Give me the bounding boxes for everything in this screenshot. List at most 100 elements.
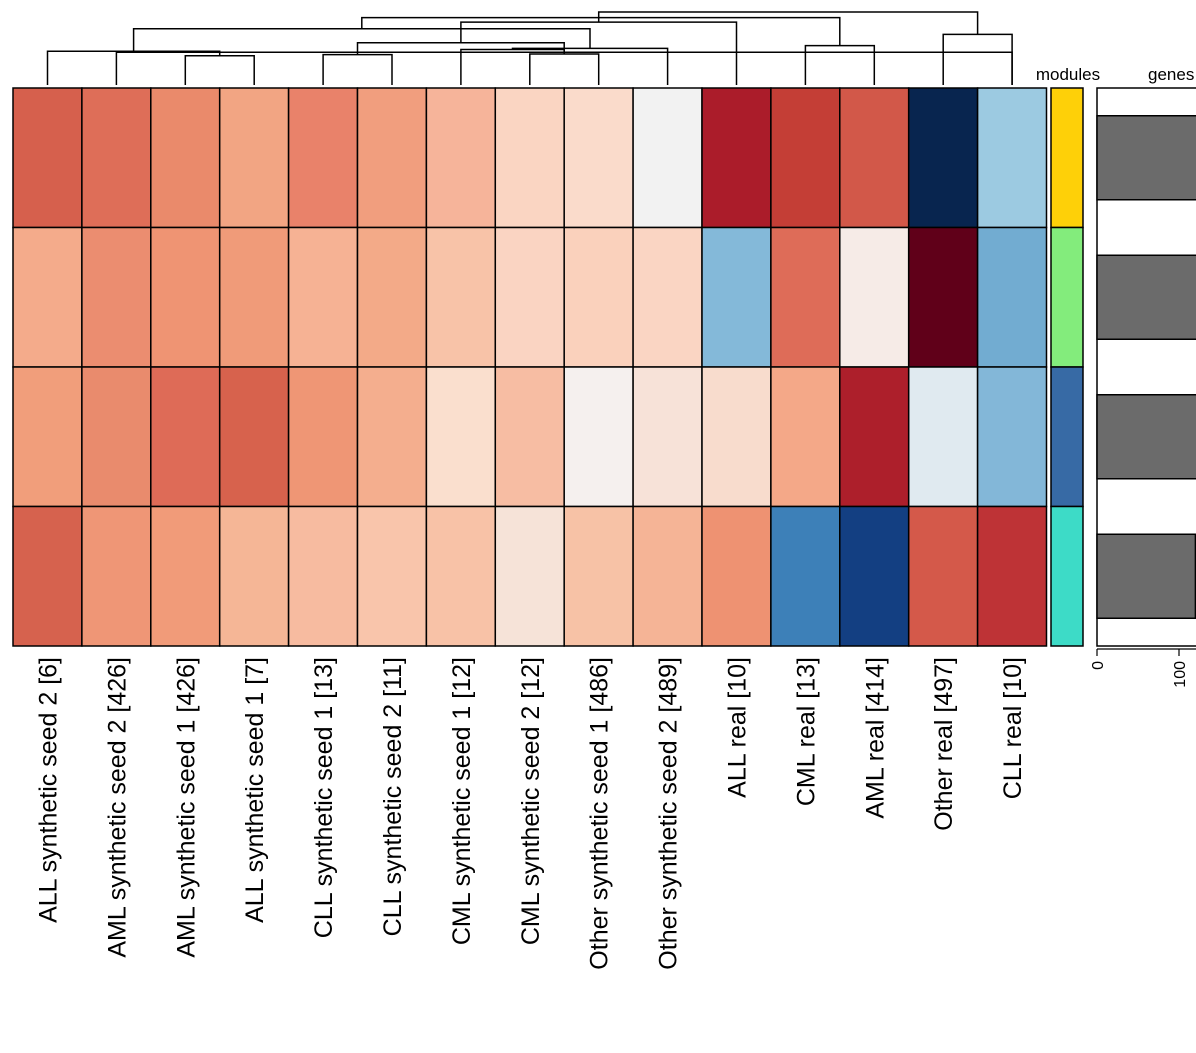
column-label: Other synthetic seed 1 [486] (586, 657, 614, 970)
heatmap-cell (425, 366, 497, 508)
heatmap-cell (770, 366, 841, 508)
heatmap-cell (356, 87, 428, 229)
heatmap-cell (632, 226, 703, 368)
dendrogram-branch (361, 16, 841, 46)
heatmap-cell (563, 366, 634, 508)
dendrogram-branch (942, 33, 1013, 85)
column-label: Other synthetic seed 2 [489] (655, 657, 683, 970)
heatmap-cell (12, 87, 83, 229)
heatmap-cell (287, 87, 359, 229)
genes-bar (1096, 115, 1196, 201)
heatmap-cell (425, 226, 497, 368)
module-color-cell (1050, 226, 1084, 368)
heatmap-cell (494, 87, 565, 229)
heatmap-cell (494, 505, 565, 647)
genes-bar (1096, 533, 1196, 619)
heatmap-cell (839, 226, 910, 368)
modules-title: modules (1036, 65, 1100, 84)
column-label: CML synthetic seed 2 [12] (517, 657, 545, 945)
column-label: ALL real [10] (724, 657, 752, 798)
module-color-cell (1050, 87, 1084, 229)
heatmap-cell (701, 87, 772, 229)
heatmap-cell (563, 505, 634, 647)
heatmap-cell (701, 226, 772, 368)
genes-title: genes (1148, 65, 1194, 84)
heatmap-cell (563, 87, 634, 229)
genes-panel-border (1096, 87, 1196, 647)
heatmap-cell (770, 505, 841, 647)
heatmap-cell (12, 366, 83, 508)
heatmap-cell (81, 226, 152, 368)
dendrogram-branch (460, 48, 565, 85)
heatmap-cell (976, 226, 1048, 368)
heatmap-cell (218, 226, 290, 368)
modules-annotation: modules (1036, 65, 1100, 647)
heatmap-cell (839, 366, 910, 508)
heatmap-cell (907, 87, 979, 229)
heatmap-cell (907, 366, 979, 508)
heatmap-cell (218, 366, 290, 508)
heatmap-cell (81, 505, 152, 647)
column-label: AML real [414] (861, 657, 889, 819)
heatmap-cell (494, 366, 565, 508)
heatmap-cell (81, 366, 152, 508)
column-dendrogram (46, 11, 1013, 85)
heatmap-cell (218, 87, 290, 229)
heatmap-cell (770, 87, 841, 229)
genes-bar (1096, 394, 1196, 480)
column-label: CLL synthetic seed 2 [11] (379, 657, 407, 936)
heatmap-cell (81, 87, 152, 229)
heatmap-cell (425, 87, 497, 229)
heatmap-cell (563, 226, 634, 368)
heatmap-cell (150, 505, 221, 647)
dendrogram-branch (322, 53, 393, 85)
genes-axis-tick-label: 100 (1172, 661, 1189, 688)
heatmap-cell (356, 366, 428, 508)
heatmap-cell (356, 226, 428, 368)
column-label: Other real [497] (930, 657, 958, 831)
genes-bar (1096, 254, 1196, 340)
column-label: ALL synthetic seed 1 [7] (241, 657, 269, 923)
genes-axis-tick-label: 0 (1090, 661, 1107, 670)
heatmap-cell (839, 505, 910, 647)
column-label: CLL synthetic seed 1 [13] (310, 657, 338, 938)
heatmap-cell (976, 87, 1048, 229)
heatmap-cell (976, 366, 1048, 508)
column-label: CLL real [10] (999, 657, 1027, 799)
module-color-cell (1050, 505, 1084, 647)
heatmap-cell (632, 505, 703, 647)
heatmap-cell (150, 226, 221, 368)
dendrogram-branch (597, 11, 979, 35)
dendrogram-branch (115, 51, 1013, 85)
heatmap-cell (701, 505, 772, 647)
heatmap-cell (218, 505, 290, 647)
heatmap-cell (907, 505, 979, 647)
heatmap-cell (287, 226, 359, 368)
heatmap-cell (150, 366, 221, 508)
dendrogram-branch (184, 54, 255, 85)
heatmap-cell (632, 87, 703, 229)
heatmap-cell (287, 366, 359, 508)
heatmap-cell (770, 226, 841, 368)
column-label: CML real [13] (792, 657, 820, 806)
heatmap-cell (12, 505, 83, 647)
heatmap-cell (12, 226, 83, 368)
column-label: ALL synthetic seed 2 [6] (35, 657, 63, 923)
column-label: AML synthetic seed 1 [426] (172, 657, 200, 958)
heatmap-cell (839, 87, 910, 229)
heatmap-cell (150, 87, 221, 229)
column-label: CML synthetic seed 1 [12] (448, 657, 476, 945)
heatmap-cell (356, 505, 428, 647)
heatmap-cell (701, 366, 772, 508)
heatmap-cell (632, 366, 703, 508)
genes-bar-annotation: genes 0100200 (1090, 65, 1196, 688)
heatmap-cell (425, 505, 497, 647)
column-label: AML synthetic seed 2 [426] (103, 657, 131, 958)
dendrogram-branch (804, 44, 876, 85)
heatmap-cell (976, 505, 1048, 647)
heatmap-body (12, 87, 1048, 647)
dendrogram-branch (529, 53, 600, 85)
module-color-cell (1050, 366, 1084, 508)
column-labels: ALL synthetic seed 2 [6] AML synthetic se… (35, 657, 1028, 970)
